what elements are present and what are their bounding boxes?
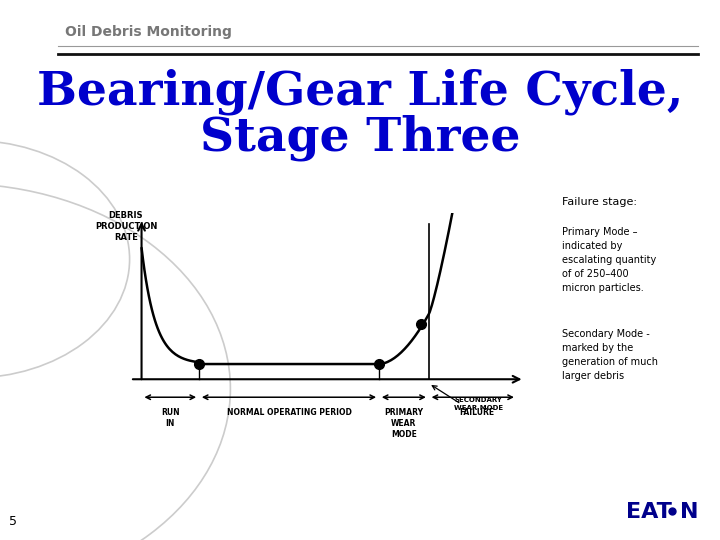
Text: NORMAL OPERATING PERIOD: NORMAL OPERATING PERIOD	[227, 408, 351, 417]
Text: SECONDARY
WEAR MODE: SECONDARY WEAR MODE	[454, 397, 503, 411]
Text: DEBRIS
PRODUCTION
RATE: DEBRIS PRODUCTION RATE	[95, 211, 157, 242]
Text: Secondary Mode -
marked by the
generation of much
larger debris: Secondary Mode - marked by the generatio…	[562, 329, 657, 381]
Text: Oil Debris Monitoring: Oil Debris Monitoring	[65, 25, 232, 39]
Text: RUN
IN: RUN IN	[161, 408, 179, 428]
Text: EAT: EAT	[626, 502, 672, 522]
Text: N: N	[680, 502, 699, 522]
Text: PRIMARY
WEAR
MODE: PRIMARY WEAR MODE	[384, 408, 423, 440]
Text: Stage Three: Stage Three	[199, 114, 521, 161]
Text: Failure stage:: Failure stage:	[562, 197, 636, 207]
Text: Primary Mode –
indicated by
escalating quantity
of of 250–400
micron particles.: Primary Mode – indicated by escalating q…	[562, 227, 656, 293]
Text: Bearing/Gear Life Cycle,: Bearing/Gear Life Cycle,	[37, 69, 683, 115]
Text: 5: 5	[9, 515, 17, 528]
Text: FAILURE: FAILURE	[459, 408, 495, 417]
